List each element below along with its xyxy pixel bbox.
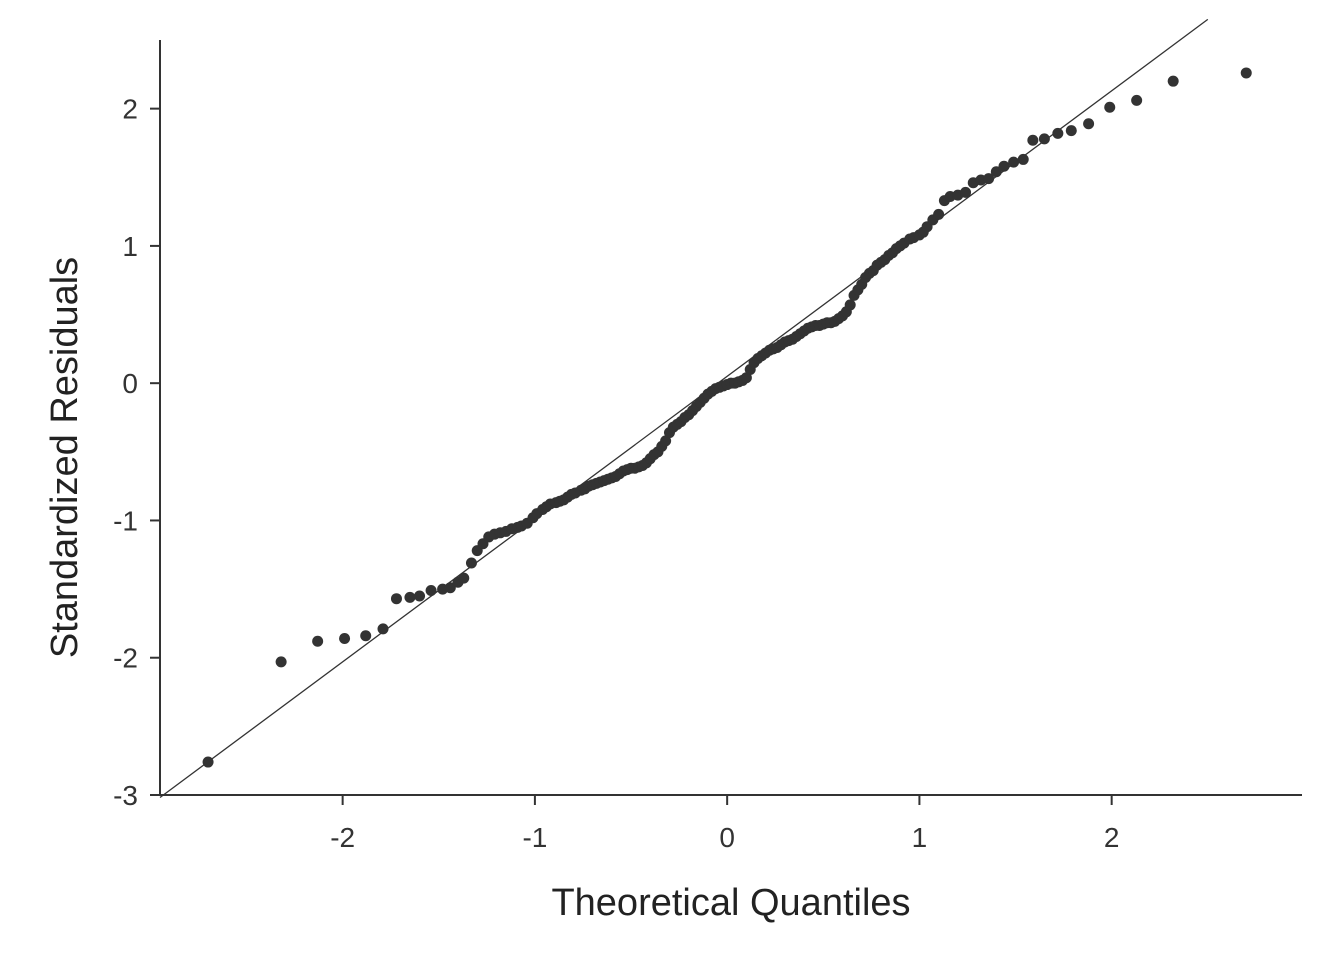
x-tick-label: 1 [912, 822, 928, 853]
data-point [202, 756, 214, 768]
data-point [404, 591, 416, 603]
reference-line [159, 18, 1209, 798]
data-point [1167, 75, 1179, 87]
data-point [312, 635, 324, 647]
y-tick-label: -2 [113, 643, 138, 674]
data-point [377, 623, 389, 635]
data-point [660, 435, 672, 447]
x-tick-label: -1 [522, 822, 547, 853]
data-point [990, 166, 1002, 178]
y-tick-label: 2 [122, 94, 138, 125]
y-tick-label: 0 [122, 368, 138, 399]
data-point [1065, 125, 1077, 137]
y-tick-label: -1 [113, 505, 138, 536]
data-point [1240, 67, 1252, 79]
data-point [339, 633, 351, 645]
data-point [458, 572, 470, 584]
x-tick-label: 2 [1104, 822, 1120, 853]
data-point [998, 160, 1010, 172]
data-point [1104, 101, 1116, 113]
y-tick-label: 1 [122, 231, 138, 262]
data-point [983, 173, 995, 185]
data-point [360, 630, 372, 642]
data-point [1083, 118, 1095, 130]
x-axis-title: Theoretical Quantiles [551, 882, 910, 924]
data-point [960, 186, 972, 198]
data-points [202, 67, 1252, 768]
data-point [1008, 156, 1020, 168]
x-tick-label: -2 [330, 822, 355, 853]
data-point [844, 299, 856, 311]
x-axis-ticks: -2 -1 0 1 2 [330, 795, 1119, 853]
y-axis-title: Standardized Residuals [44, 257, 86, 658]
data-point [414, 590, 426, 602]
data-point [390, 593, 402, 605]
data-point [425, 584, 437, 596]
data-point [1052, 127, 1064, 139]
data-point [444, 582, 456, 594]
data-point [1017, 153, 1029, 165]
y-tick-label: -3 [113, 780, 138, 811]
data-point [740, 372, 752, 384]
y-axis-ticks: -3 -2 -1 0 1 2 [113, 94, 160, 811]
data-point [1027, 134, 1039, 146]
x-tick-label: 0 [719, 822, 735, 853]
data-point [1131, 94, 1143, 106]
data-point [1038, 133, 1050, 145]
data-point [933, 208, 945, 220]
data-point [465, 557, 477, 569]
data-point [275, 656, 287, 668]
